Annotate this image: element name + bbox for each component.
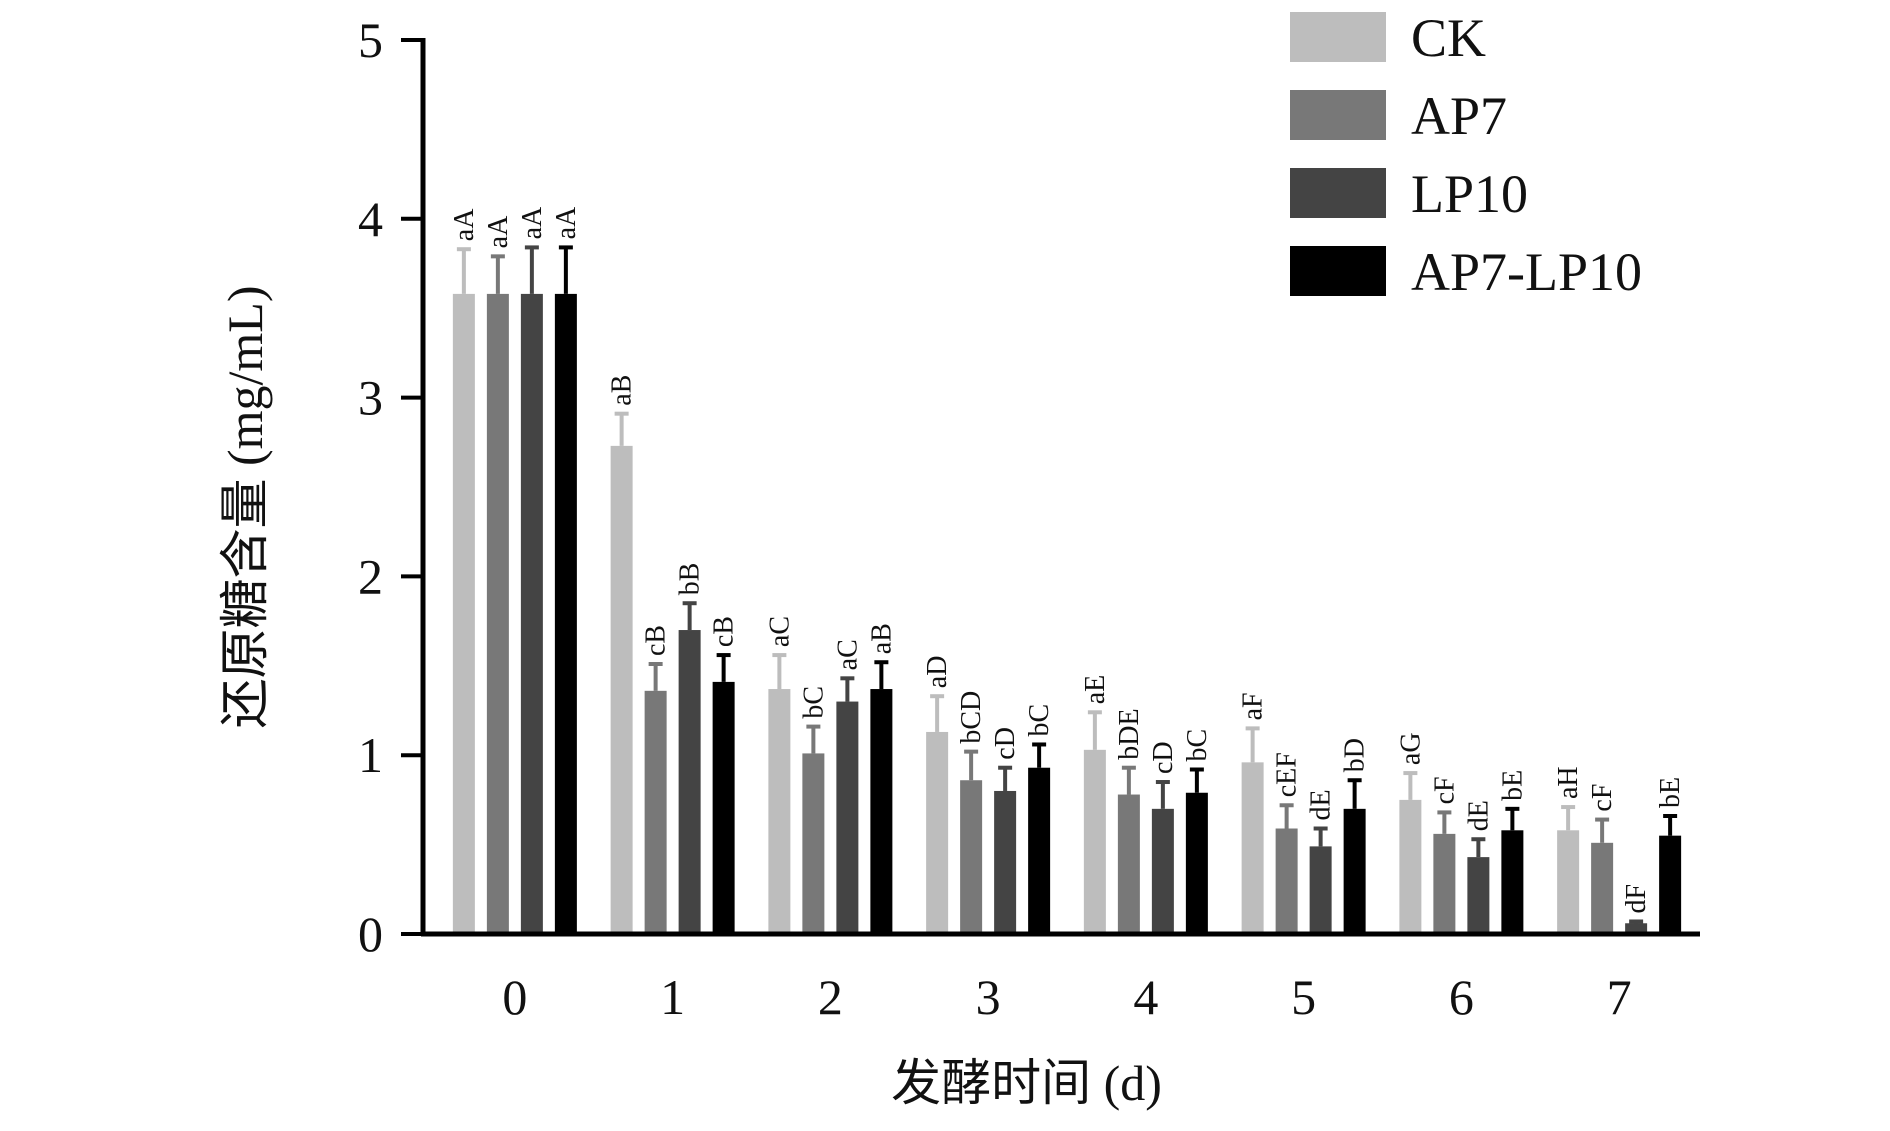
bar-lp10 <box>1467 857 1490 934</box>
significance-label: bC <box>1182 729 1213 762</box>
bar-ck <box>1399 799 1422 934</box>
bar-ap7-lp10 <box>1185 792 1208 934</box>
y-tick-label: 4 <box>358 191 383 247</box>
bar-ap7-lp10 <box>1501 830 1524 934</box>
legend-label: CK <box>1411 8 1486 68</box>
x-tick-label: 7 <box>1607 969 1632 1025</box>
bar-ck <box>768 689 791 934</box>
bar-lp10 <box>1309 846 1332 934</box>
bar-ap7-lp10 <box>1028 767 1051 934</box>
bar-ck <box>1083 749 1106 934</box>
bar-ap7-lp10 <box>870 689 893 934</box>
significance-label: aC <box>832 639 863 670</box>
significance-label: aA <box>517 206 548 239</box>
legend: CK AP7 LP10 AP7-LP10 <box>1290 8 1642 302</box>
significance-label: dE <box>1463 800 1494 831</box>
bar-ap7 <box>1433 833 1456 934</box>
x-tick-label: 3 <box>976 969 1001 1025</box>
bar-ap7-lp10 <box>554 293 577 934</box>
significance-label: aA <box>551 206 582 239</box>
bar-ck <box>1557 830 1580 934</box>
y-tick-label: 5 <box>358 12 383 68</box>
significance-label: bE <box>1497 770 1528 801</box>
legend-label: LP10 <box>1411 164 1528 224</box>
bar-ck <box>452 293 475 934</box>
significance-label: cD <box>1148 741 1179 774</box>
bar-ap7 <box>1591 842 1614 934</box>
y-axis-label: 还原糖含量 (mg/mL) <box>217 285 273 728</box>
bar-lp10 <box>1625 923 1648 934</box>
y-tick-label: 1 <box>358 727 383 783</box>
x-tick-label: 1 <box>660 969 685 1025</box>
significance-label: dF <box>1621 884 1652 914</box>
significance-label: bC <box>1024 704 1055 737</box>
legend-swatch <box>1290 12 1386 62</box>
y-tick-label: 2 <box>358 548 383 604</box>
bar-ap7 <box>960 780 983 934</box>
significance-label: aF <box>1238 692 1269 720</box>
bar-lp10 <box>678 630 701 934</box>
legend-swatch <box>1290 90 1386 140</box>
legend-swatch <box>1290 168 1386 218</box>
legend-swatch <box>1290 246 1386 296</box>
bar-ap7 <box>802 753 825 934</box>
bar-lp10 <box>994 790 1017 934</box>
y-tick-label: 3 <box>358 370 383 426</box>
significance-label: cEF <box>1272 752 1303 797</box>
legend-label: AP7 <box>1411 86 1507 146</box>
significance-label: aA <box>483 215 514 248</box>
significance-label: bD <box>1340 738 1371 772</box>
significance-label: bDE <box>1114 708 1145 759</box>
legend-label: AP7-LP10 <box>1411 242 1642 302</box>
bar-ap7-lp10 <box>712 681 735 934</box>
x-tick-label: 4 <box>1133 969 1158 1025</box>
y-tick-label: 0 <box>358 906 383 962</box>
bar-ap7-lp10 <box>1343 808 1366 934</box>
significance-label: bE <box>1655 777 1686 808</box>
significance-label: cB <box>641 625 672 656</box>
bar-ap7 <box>1117 794 1140 934</box>
significance-label: aB <box>607 375 638 406</box>
bar-ap7 <box>1275 828 1298 934</box>
significance-label: cD <box>990 727 1021 760</box>
bar-lp10 <box>1151 808 1174 934</box>
significance-label: aG <box>1395 732 1426 765</box>
significance-label: bCD <box>956 691 987 744</box>
y-ticks: 0 1 2 3 4 5 <box>358 12 423 962</box>
x-tick-label: 2 <box>818 969 843 1025</box>
significance-label: aH <box>1553 766 1584 799</box>
bar-ap7-lp10 <box>1659 835 1682 934</box>
significance-label: dE <box>1306 789 1337 820</box>
significance-label: cF <box>1429 776 1460 804</box>
x-tick-label: 6 <box>1449 969 1474 1025</box>
significance-label: aD <box>922 656 953 689</box>
significance-label: aB <box>866 623 897 654</box>
x-tick-label: 5 <box>1291 969 1316 1025</box>
bar-ap7 <box>644 690 667 934</box>
bar-ck <box>926 731 949 934</box>
bar-ck <box>1241 762 1264 934</box>
significance-label: bB <box>675 563 706 596</box>
bar-lp10 <box>836 701 859 934</box>
bar-ap7 <box>486 293 509 934</box>
significance-label: cF <box>1587 784 1618 812</box>
bar-ck <box>610 445 633 934</box>
bar-lp10 <box>520 293 543 934</box>
x-axis-label: 发酵时间 (d) <box>891 1055 1162 1111</box>
significance-label: cB <box>709 616 740 647</box>
significance-label: bC <box>798 686 829 719</box>
x-tick-label: 0 <box>502 969 527 1025</box>
significance-label: aA <box>449 208 480 241</box>
significance-label: aE <box>1080 675 1111 705</box>
significance-label: aC <box>764 616 795 647</box>
x-ticks: 0 1 2 3 4 5 6 7 <box>502 969 1631 1025</box>
